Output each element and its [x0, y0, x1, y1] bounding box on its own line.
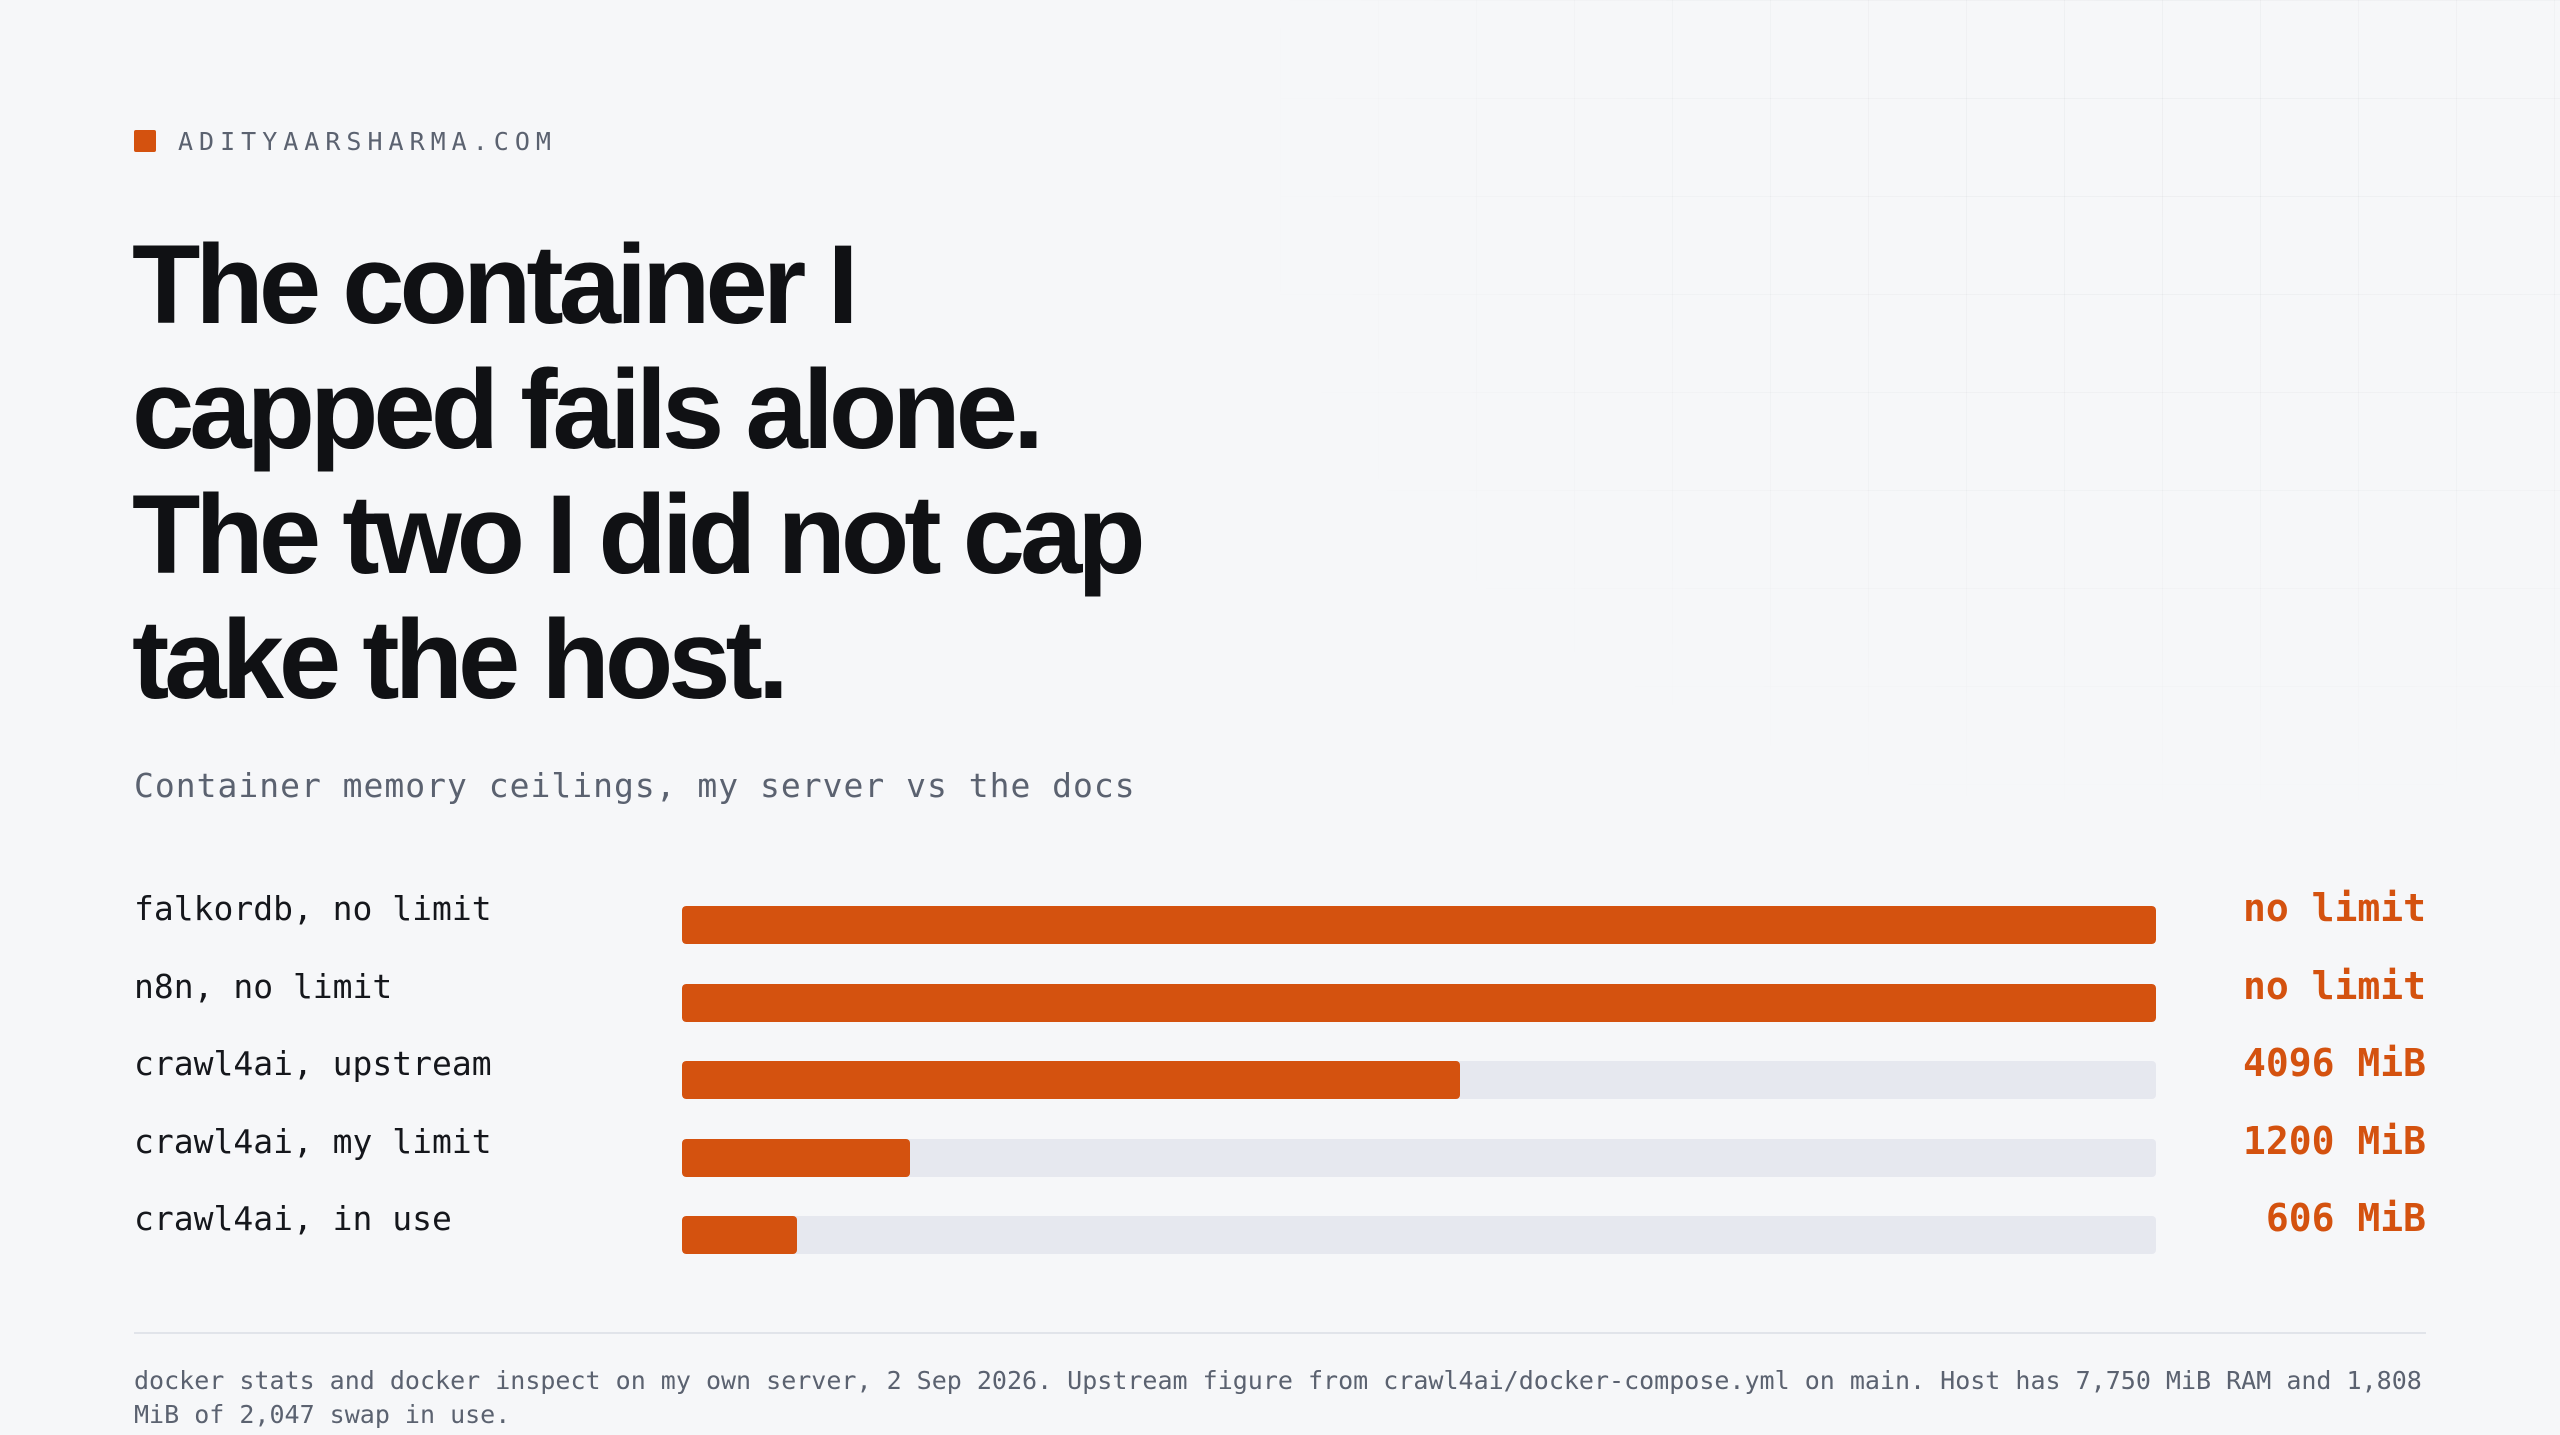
- bar-track: [682, 1061, 2156, 1099]
- bar: [682, 906, 2156, 944]
- brand-text: ADITYAARSHARMA.COM: [178, 126, 557, 156]
- brand: ADITYAARSHARMA.COM: [134, 126, 557, 156]
- headline-line: take the host.: [132, 597, 789, 722]
- headline-line: capped fails alone.: [132, 347, 1044, 472]
- bar-chart: falkordb, no limit no limit n8n, no limit n…: [134, 886, 2426, 1276]
- bar: [682, 1216, 797, 1254]
- bar-label: n8n, no limit: [134, 966, 393, 1006]
- bar-track: [682, 983, 2156, 1022]
- headline-line: The container I: [132, 222, 859, 347]
- footnote: docker stats and docker inspect on my ow…: [134, 1366, 2422, 1429]
- bar-row: crawl4ai, my limit 1200 MiB: [134, 1119, 2426, 1199]
- bar-track: [682, 1216, 2156, 1254]
- headline-line: The two I did not cap: [132, 472, 1146, 597]
- divider: [134, 1332, 2426, 1334]
- bar-track: [682, 1138, 2156, 1177]
- bar-value-label: no limit: [2242, 963, 2426, 1008]
- brand-square-icon: [134, 130, 156, 152]
- bar-row: n8n, no limit no limit: [134, 964, 2426, 1044]
- chart-subtitle: Container memory ceilings, my server vs …: [134, 766, 1136, 805]
- bar-label: falkordb, no limit: [134, 889, 492, 928]
- bar-value-label: 606 MiB: [2265, 1196, 2426, 1240]
- bar-label: crawl4ai, in use: [134, 1199, 452, 1238]
- bar-row: crawl4ai, upstream 4096 MiB: [134, 1041, 2426, 1121]
- background-grid: [1280, 0, 2560, 800]
- bar-label: crawl4ai, my limit: [134, 1121, 492, 1161]
- bar: [682, 1138, 911, 1177]
- bar: [682, 1061, 1461, 1099]
- headline: The container I capped fails alone. The …: [132, 222, 1432, 722]
- bar-row: falkordb, no limit no limit: [134, 886, 2426, 966]
- bar-value-label: no limit: [2242, 886, 2426, 930]
- bar-track: [682, 906, 2156, 944]
- bar-value-label: 1200 MiB: [2242, 1118, 2426, 1163]
- bar-value-label: 4096 MiB: [2242, 1041, 2426, 1085]
- bar-row: crawl4ai, in use 606 MiB: [134, 1196, 2426, 1276]
- bar-label: crawl4ai, upstream: [134, 1044, 492, 1083]
- bar: [682, 983, 2156, 1022]
